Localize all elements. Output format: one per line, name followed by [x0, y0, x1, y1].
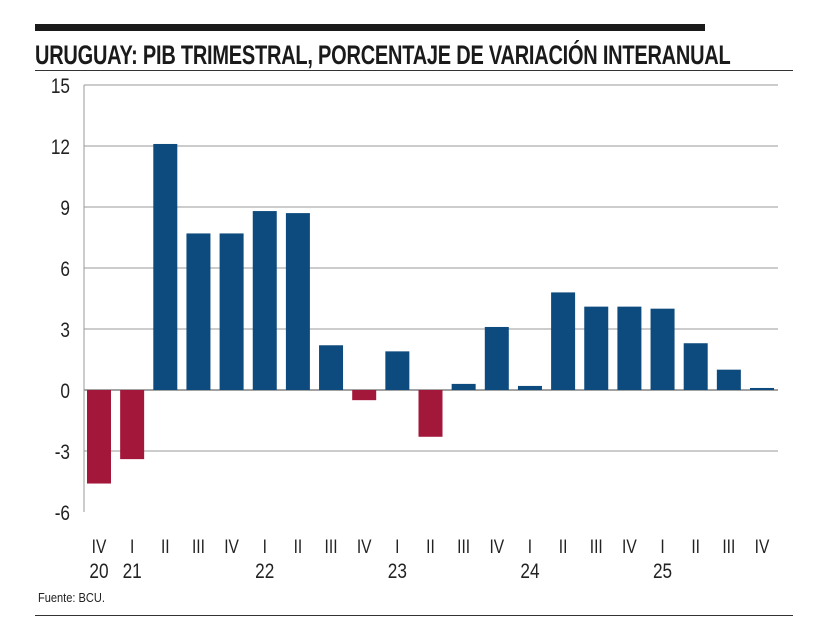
bar — [186, 233, 211, 390]
x-tick-label: II — [691, 536, 700, 558]
x-tick-label: I — [528, 536, 532, 558]
x-tick-label: I — [130, 536, 134, 558]
x-tick-label: IV — [357, 536, 372, 558]
bar — [252, 211, 277, 390]
bar — [285, 213, 310, 390]
bar — [584, 306, 609, 390]
x-tick-label: II — [559, 536, 568, 558]
y-tick-label: 0 — [60, 381, 70, 404]
year-label: 22 — [255, 561, 274, 584]
y-tick-label: -6 — [55, 503, 70, 526]
bar — [451, 383, 476, 390]
year-label: 24 — [520, 561, 539, 584]
bar — [750, 387, 774, 390]
bar — [551, 292, 576, 390]
y-tick-label: 15 — [51, 76, 70, 99]
x-tick-label: I — [660, 536, 664, 558]
bar — [716, 369, 741, 390]
bar — [385, 351, 410, 390]
x-tick-label: IV — [755, 536, 770, 558]
top-rule — [35, 24, 705, 31]
bar — [418, 390, 443, 437]
x-tick-label: IV — [224, 536, 239, 558]
x-tick-label: II — [426, 536, 435, 558]
bar — [683, 343, 708, 390]
year-label: 20 — [89, 561, 108, 584]
x-tick-label: III — [457, 536, 470, 558]
chart-title: URUGUAY: PIB TRIMESTRAL, PORCENTAJE DE V… — [35, 40, 731, 70]
bar — [650, 308, 675, 390]
source-note: Fuente: BCU. — [38, 590, 105, 605]
year-label: 21 — [123, 561, 142, 584]
y-tick-label: -3 — [55, 442, 70, 465]
title-underline — [35, 70, 793, 71]
x-tick-label: III — [192, 536, 205, 558]
y-tick-label: 12 — [51, 137, 70, 160]
y-tick-label: 6 — [60, 259, 70, 282]
x-tick-label: III — [722, 536, 735, 558]
bar — [219, 233, 244, 390]
bottom-rule — [35, 615, 793, 616]
x-tick-label: III — [325, 536, 338, 558]
bar — [153, 143, 178, 390]
bar — [517, 385, 542, 390]
y-tick-label: 3 — [60, 320, 70, 343]
x-tick-label: I — [395, 536, 399, 558]
year-label: 23 — [388, 561, 407, 584]
x-tick-label: III — [590, 536, 603, 558]
bar — [352, 390, 377, 401]
x-tick-label: IV — [489, 536, 504, 558]
x-tick-label: I — [263, 536, 267, 558]
bar — [617, 306, 642, 390]
y-tick-label: 9 — [60, 198, 70, 221]
bar — [87, 390, 111, 484]
x-tick-label: IV — [92, 536, 107, 558]
x-tick-label: IV — [622, 536, 637, 558]
bar — [120, 390, 145, 460]
x-tick-label: II — [294, 536, 303, 558]
year-label: 25 — [653, 561, 672, 584]
x-tick-label: II — [161, 536, 170, 558]
bar — [484, 326, 509, 390]
bar — [319, 345, 344, 390]
